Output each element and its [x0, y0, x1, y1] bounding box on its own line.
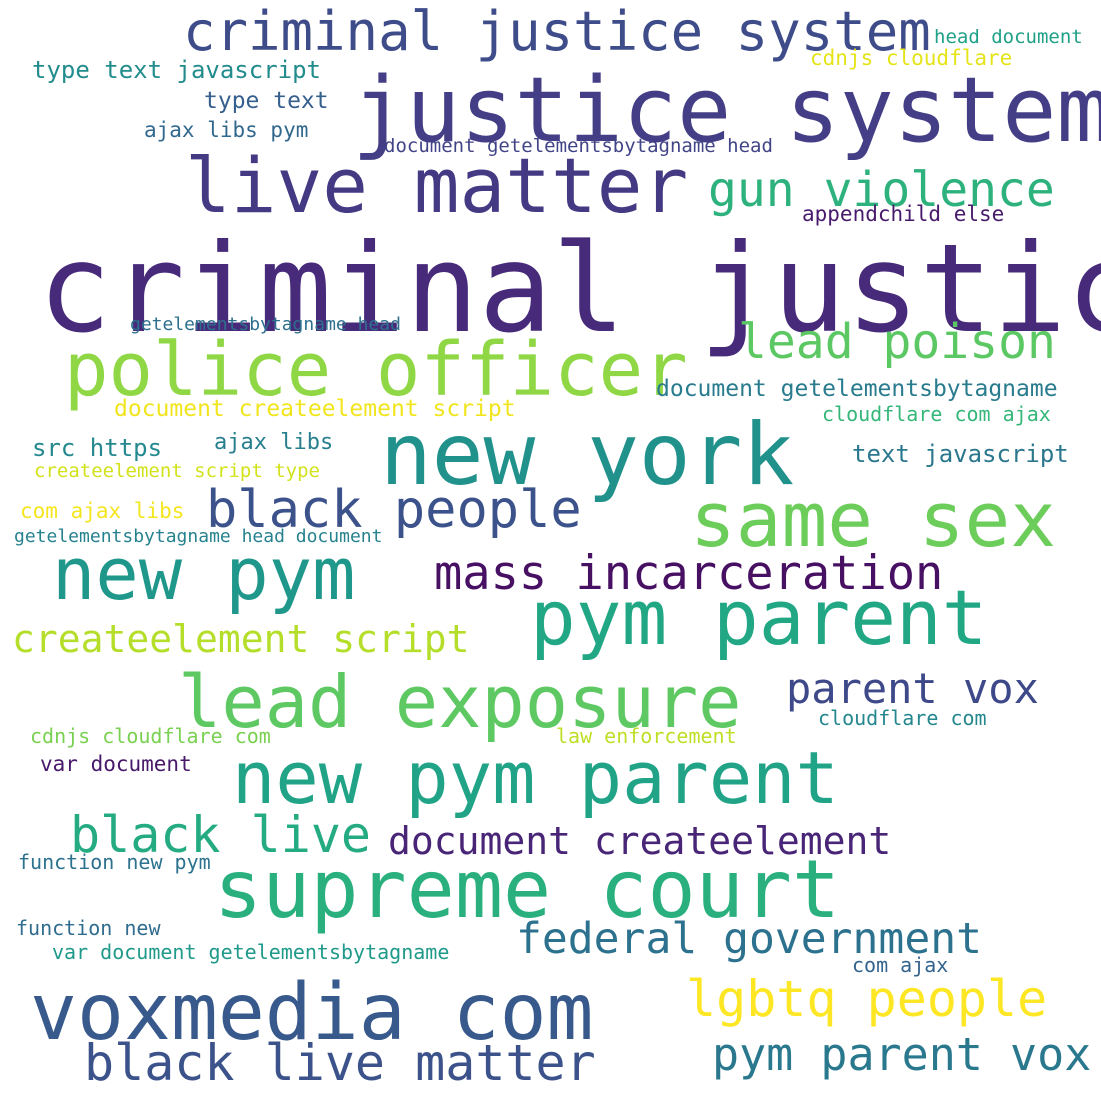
word-pym-parent-vox: pym parent vox [712, 1028, 1092, 1081]
word-document-getelementsbytagname: document getelementsbytagname [656, 376, 1058, 402]
word-appendchild-else: appendchild else [802, 202, 1005, 226]
word-text-javascript: text javascript [852, 440, 1069, 468]
word-document-getelementsbytagname-head: document getelementsbytagname head [384, 135, 773, 157]
word-createelement-script-type: createelement script type [34, 460, 320, 482]
word-ajax-libs: ajax libs [214, 430, 334, 455]
word-criminal-justice: criminal justice [38, 218, 1101, 360]
word-getelementsbytagname-head-document: getelementsbytagname head document [14, 526, 383, 547]
word-cdnjs-cloudflare: cdnjs cloudflare [810, 46, 1013, 70]
word-criminal-justice-system: criminal justice system [183, 0, 931, 63]
word-src-https: src https [32, 434, 163, 462]
word-same-sex: same sex [690, 475, 1057, 564]
word-black-people: black people [206, 480, 582, 540]
word-cdnjs-cloudflare-com: cdnjs cloudflare com [30, 724, 271, 748]
word-cloudflare-com-ajax: cloudflare com ajax [822, 402, 1051, 426]
word-parent-vox: parent vox [786, 664, 1039, 713]
word-cloudflare-com: cloudflare com [818, 706, 987, 730]
word-lead-exposure: lead exposure [178, 660, 742, 744]
word-ajax-libs-pym: ajax libs pym [144, 118, 309, 142]
word-new-pym: new pym [52, 532, 356, 616]
word-com-ajax: com ajax [852, 953, 949, 977]
word-mass-incarceration: mass incarceration [434, 546, 944, 601]
word-document-createelement: document createelement [388, 819, 892, 863]
word-police-officer: police officer [64, 327, 688, 413]
word-voxmedia-com: voxmedia com [30, 968, 594, 1058]
word-com-ajax-libs: com ajax libs [20, 499, 185, 523]
word-type-text-javascript: type text javascript [32, 56, 321, 84]
word-pym-parent: pym parent [530, 573, 988, 662]
word-head-document: head document [934, 26, 1083, 48]
word-function-new: function new [16, 916, 161, 940]
word-justice-system: justice system [352, 58, 1101, 163]
word-type-text: type text [204, 88, 329, 114]
word-law-enforcement: law enforcement [556, 724, 737, 748]
word-document-createelement-script: document createelement script [114, 396, 516, 422]
word-createelement-script: createelement script [12, 617, 470, 661]
word-supreme-court: supreme court [214, 843, 841, 936]
word-new-pym-parent: new pym parent [232, 736, 839, 820]
word-var-document: var document [40, 752, 192, 776]
word-function-new-pym: function new pym [18, 850, 211, 874]
word-var-document-getelementsbytagname: var document getelementsbytagname [52, 940, 450, 964]
word-black-live: black live [70, 806, 372, 864]
word-federal-government: federal government [516, 914, 982, 964]
word-new-york: new york [380, 405, 795, 505]
word-lgbtq-people: lgbtq people [686, 970, 1048, 1028]
word-lead-poison: lead poison [738, 314, 1056, 370]
word-black-live-matter: black live matter [84, 1034, 596, 1092]
word-gun-violence: gun violence [708, 162, 1055, 218]
word-live-matter: live matter [185, 141, 689, 230]
word-getelementsbytagname-head: getelementsbytagname head [130, 314, 401, 335]
